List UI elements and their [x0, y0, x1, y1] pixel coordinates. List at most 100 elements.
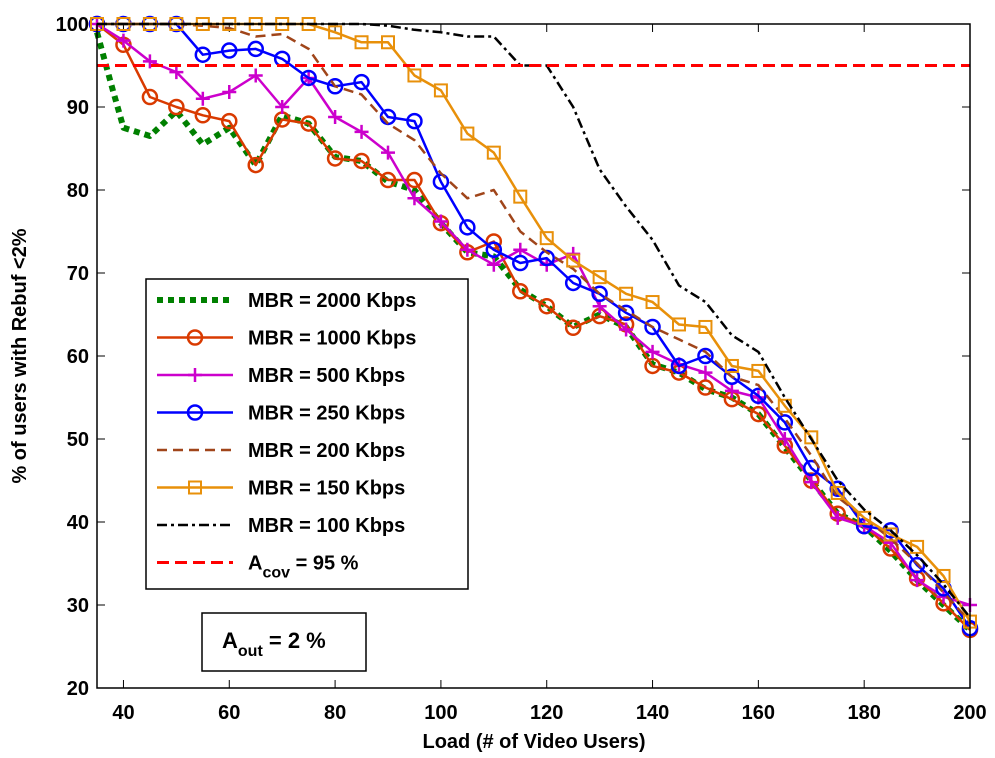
x-tick-label: 120 [530, 702, 563, 724]
data-point [381, 35, 395, 50]
y-tick-label: 40 [67, 512, 89, 534]
data-point [697, 379, 714, 396]
data-point [379, 171, 397, 189]
legend-item: MBR = 500 Kbps [157, 365, 405, 387]
data-point [407, 68, 422, 83]
data-point [830, 510, 845, 525]
data-point [539, 231, 554, 246]
x-tick-label: 100 [424, 702, 457, 724]
axis-ticks: 40 60 80 100 120 140 160 180 200 20 30 40 50 60 70 80 90… [56, 14, 987, 724]
data-point [645, 295, 660, 310]
series-line [96, 22, 971, 607]
legend-label: MBR = 250 Kbps [248, 403, 405, 425]
data-point [433, 214, 448, 229]
data-point [698, 319, 713, 334]
legend-label: MBR = 150 Kbps [248, 478, 405, 500]
data-point [910, 539, 925, 554]
data-point [221, 42, 238, 59]
series-line [96, 23, 971, 631]
data-point [486, 145, 501, 160]
data-point [459, 219, 476, 236]
data-point [485, 241, 503, 259]
data-point [326, 150, 344, 167]
y-tick-label: 90 [67, 97, 89, 119]
legend-label: MBR = 200 Kbps [248, 440, 405, 462]
data-point [908, 556, 926, 574]
data-point [698, 365, 713, 380]
data-point [564, 319, 582, 337]
data-point [564, 274, 582, 292]
plot-frame [96, 23, 971, 689]
data-point [724, 383, 739, 398]
legend-box [145, 278, 469, 590]
data-point [222, 85, 237, 100]
legend-item: MBR = 150 Kbps [157, 478, 405, 500]
x-tick-label: 40 [112, 702, 134, 724]
data-point [617, 304, 635, 322]
data-point [750, 387, 767, 405]
data-point [513, 189, 528, 204]
data-point [697, 347, 714, 365]
data-point [619, 322, 634, 337]
data-point [830, 485, 845, 500]
y-tick-label: 100 [56, 14, 89, 36]
data-point [538, 297, 555, 315]
legend-item: MBR = 250 Kbps [157, 403, 405, 425]
data-point [186, 329, 204, 346]
data-point [776, 414, 794, 431]
data-point [275, 100, 290, 114]
data-point [460, 242, 475, 257]
data-point [328, 25, 343, 40]
data-point [221, 112, 238, 130]
data-point [247, 40, 264, 58]
data-point [644, 318, 661, 336]
data-point [406, 112, 423, 130]
data-point [460, 126, 475, 141]
legend-label: MBR = 2000 Kbps [248, 290, 416, 312]
y-axis-label: % of users with Rebuf <2% [9, 228, 31, 483]
x-tick-label: 80 [324, 702, 346, 724]
y-tick-label: 50 [67, 429, 89, 451]
data-point [354, 124, 369, 139]
data-point [381, 145, 395, 160]
data-point [169, 65, 184, 80]
legend-label: MBR = 500 Kbps [248, 365, 405, 387]
data-point [141, 88, 159, 106]
data-point [724, 358, 739, 373]
data-point [248, 68, 263, 83]
data-point [804, 430, 819, 445]
y-tick-label: 20 [67, 678, 89, 700]
data-point [142, 54, 157, 69]
series-line [97, 22, 971, 623]
legend-label: MBR = 100 Kbps [248, 515, 405, 537]
data-point [591, 285, 608, 302]
data-point [247, 156, 264, 174]
legend-item: MBR = 100 Kbps [157, 515, 405, 537]
data-point [406, 171, 423, 189]
data-point [751, 363, 766, 378]
x-tick-label: 140 [636, 702, 669, 724]
data-point [195, 91, 210, 106]
data-point [513, 242, 528, 257]
series-group [88, 15, 979, 639]
x-tick-label: 60 [218, 702, 240, 724]
annotation-box: Aout = 2 % [201, 612, 367, 672]
annotation-tail: = 2 % [263, 628, 326, 653]
data-point [433, 83, 448, 98]
x-axis-label: Load (# of Video Users) [422, 731, 645, 753]
data-point [354, 35, 369, 50]
data-point [672, 317, 686, 332]
data-point [857, 510, 872, 525]
data-point [645, 344, 660, 359]
legend-item: MBR = 200 Kbps [157, 440, 405, 462]
legend-label: MBR = 1000 Kbps [248, 328, 416, 350]
data-point [670, 357, 688, 375]
data-point [644, 357, 661, 375]
data-point [353, 73, 370, 91]
legend-item: MBR = 1000 Kbps [157, 328, 416, 350]
data-point [188, 480, 202, 495]
annotation-text: Aout = 2 % [222, 628, 326, 660]
data-point [186, 404, 204, 421]
data-point [910, 573, 925, 588]
data-point [188, 368, 202, 382]
